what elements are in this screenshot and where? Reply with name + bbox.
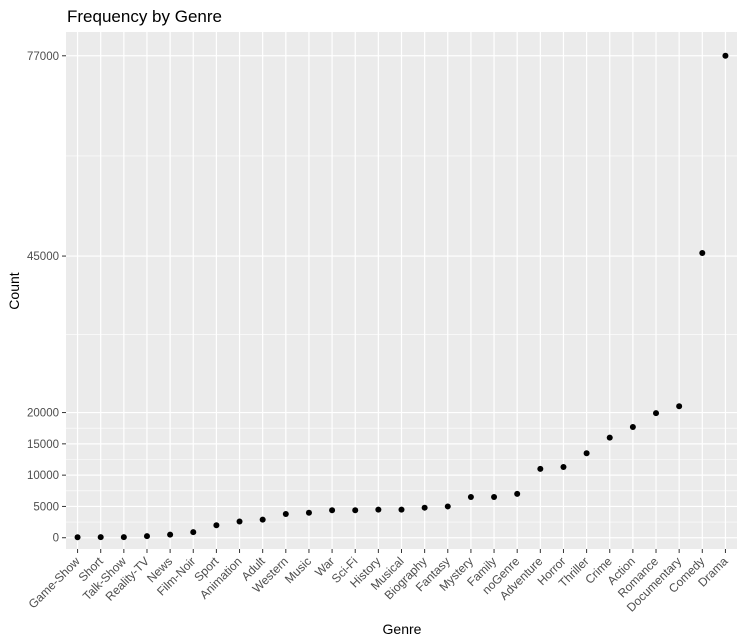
data-point-nogenre	[514, 490, 521, 497]
data-point-musical	[398, 506, 405, 513]
data-point-horror	[560, 464, 567, 471]
x-axis: Game-ShowShortTalk-ShowReality-TVNewsFil…	[26, 549, 731, 615]
data-point-thriller	[583, 450, 590, 457]
data-point-biography	[421, 504, 428, 511]
data-points	[74, 52, 729, 541]
y-tick-label: 10000	[27, 470, 59, 482]
data-point-adventure	[537, 465, 544, 472]
data-point-comedy	[699, 249, 706, 256]
data-point-film-noir	[190, 529, 197, 536]
data-point-crime	[606, 434, 613, 441]
data-point-reality-tv	[143, 533, 150, 540]
y-axis: 0 5000 10000 15000 20000 45000 77000	[27, 51, 66, 545]
data-point-family	[491, 494, 498, 501]
data-point-news	[167, 531, 174, 538]
data-point-documentary	[676, 403, 683, 410]
x-axis-title: Genre	[383, 621, 422, 637]
y-tick-label: 0	[53, 533, 59, 545]
y-tick-label: 20000	[27, 408, 59, 420]
data-point-music	[305, 509, 312, 516]
y-tick-label: 5000	[33, 501, 59, 513]
y-tick-label: 45000	[27, 251, 59, 263]
y-axis-title: Count	[6, 272, 22, 309]
data-point-talk-show	[120, 534, 127, 541]
data-point-mystery	[467, 494, 474, 501]
x-tick-label: Game-Show	[26, 554, 83, 611]
major-gridlines	[66, 32, 737, 549]
data-point-animation	[236, 518, 243, 525]
data-point-action	[629, 423, 636, 430]
data-point-short	[97, 534, 104, 541]
x-tick-label: Music	[282, 554, 314, 586]
data-point-western	[282, 510, 289, 517]
data-point-game-show	[74, 534, 81, 541]
data-point-romance	[653, 410, 660, 417]
data-point-adult	[259, 516, 266, 523]
data-point-sport	[213, 522, 220, 529]
data-point-fantasy	[444, 503, 451, 510]
data-point-sci-fi	[352, 507, 359, 514]
chart-title: Frequency by Genre	[67, 7, 222, 26]
data-point-history	[375, 506, 382, 513]
data-point-drama	[722, 52, 729, 59]
y-tick-label: 15000	[27, 439, 59, 451]
y-tick-label: 77000	[27, 51, 59, 63]
data-point-war	[329, 507, 336, 514]
